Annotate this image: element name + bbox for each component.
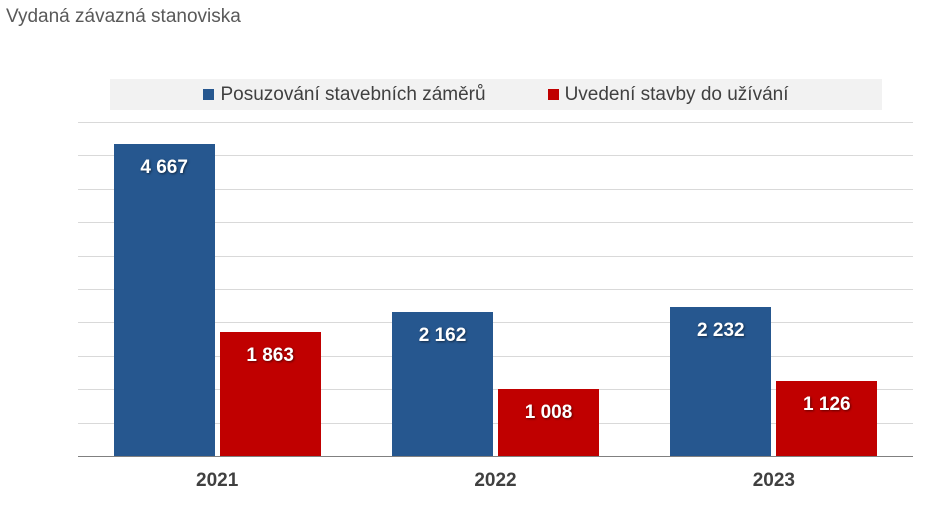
gridline — [78, 289, 913, 290]
legend-swatch-red-icon — [547, 89, 559, 100]
x-tick-label: 2021 — [196, 470, 239, 491]
bar-2023-series-0: 2 232 — [670, 306, 772, 456]
data-label: 2 162 — [418, 324, 467, 346]
data-label: 2 232 — [697, 319, 745, 341]
data-label: 4 667 — [140, 157, 188, 179]
data-label: 1 126 — [803, 393, 851, 415]
legend-label: Uvedení stavby do užívání — [564, 83, 789, 105]
bar-2021-series-1: 1 863 — [219, 331, 321, 456]
plot-area: 4 667 1 863 2 162 1 008 2 232 1 126 — [78, 122, 913, 457]
gridline — [78, 422, 913, 424]
legend-item-series-0: Posuzování stavebních záměrů — [203, 83, 486, 106]
gridline — [78, 122, 913, 123]
bar-2023-series-1: 1 126 — [776, 380, 878, 456]
gridline — [78, 222, 913, 224]
x-tick-label: 2022 — [474, 470, 517, 491]
chart-title: Vydaná závazná stanoviska — [6, 6, 241, 27]
bar-2022-series-1: 1 008 — [498, 388, 599, 456]
x-tick-label: 2023 — [752, 470, 795, 491]
x-axis-line — [78, 456, 913, 457]
gridline — [78, 355, 913, 357]
legend-swatch-blue-icon — [203, 89, 215, 100]
legend-label: Posuzování stavebních záměrů — [220, 83, 486, 105]
data-label: 1 008 — [524, 401, 573, 423]
gridline — [78, 255, 913, 257]
gridline — [78, 322, 913, 324]
gridline — [78, 389, 913, 391]
gridline — [78, 188, 913, 190]
bar-2021-series-0: 4 667 — [113, 144, 215, 456]
gridline — [78, 155, 913, 157]
bar-2022-series-0: 2 162 — [392, 311, 493, 456]
chart-legend: Posuzování stavebních záměrů Uvedení sta… — [110, 79, 882, 110]
data-label: 1 863 — [246, 344, 294, 366]
legend-item-series-1: Uvedení stavby do užívání — [547, 83, 789, 106]
